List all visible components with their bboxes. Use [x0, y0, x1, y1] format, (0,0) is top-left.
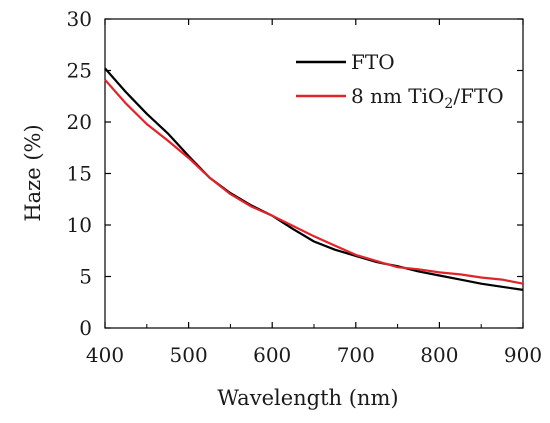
- series-line-fto: [104, 67, 524, 291]
- x-axis-ticks: 400 500 600 700 800 900: [86, 19, 542, 367]
- y-tick-label: 0: [79, 316, 92, 340]
- y-tick-label: 10: [67, 213, 92, 237]
- x-axis-title: Wavelength (nm): [217, 386, 398, 410]
- plot-frame: [104, 18, 524, 329]
- y-tick-label: 30: [67, 7, 92, 31]
- y-axis-ticks: 0 5 10 15 20 25 30: [67, 7, 523, 340]
- y-axis-title: Haze (%): [21, 124, 45, 221]
- y-tick-label: 5: [79, 265, 92, 289]
- x-tick-label: 600: [253, 343, 291, 367]
- y-tick-label: 25: [67, 59, 92, 83]
- x-tick-label: 700: [337, 343, 375, 367]
- x-tick-label: 400: [86, 343, 124, 367]
- series-line-tio2-fto: [104, 79, 524, 285]
- legend-label-tio2-fto-sub: 2: [444, 96, 453, 112]
- plot-area: [104, 18, 524, 329]
- x-tick-label: 500: [170, 343, 208, 367]
- x-tick-label: 800: [420, 343, 458, 367]
- x-tick-label: 900: [504, 343, 542, 367]
- y-tick-label: 15: [67, 162, 92, 186]
- y-tick-label: 20: [67, 110, 92, 134]
- legend-label-tio2-fto: 8 nm TiO2/FTO: [351, 84, 504, 112]
- legend-label-tio2-fto-post: /FTO: [453, 84, 503, 108]
- legend-label-tio2-fto-pre: 8 nm TiO: [351, 84, 444, 108]
- legend-label-fto: FTO: [351, 50, 395, 74]
- legend: FTO 8 nm TiO2/FTO: [296, 50, 504, 112]
